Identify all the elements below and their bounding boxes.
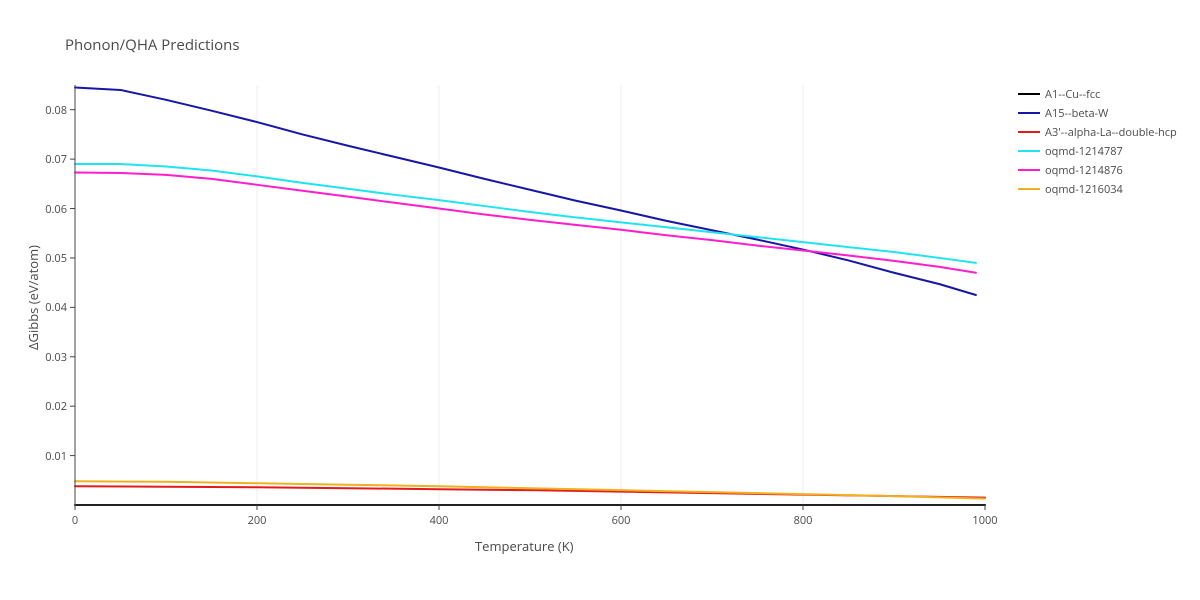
- legend-swatch: [1018, 150, 1040, 152]
- x-axis-label: Temperature (K): [475, 537, 574, 555]
- legend-item[interactable]: A15--beta-W: [1018, 104, 1108, 122]
- legend-label: oqmd-1214876: [1045, 163, 1123, 178]
- legend-label: A15--beta-W: [1045, 106, 1108, 121]
- legend-item[interactable]: oqmd-1216034: [1018, 180, 1123, 198]
- legend-item[interactable]: A1--Cu--fcc: [1018, 85, 1100, 103]
- legend-item[interactable]: A3'--alpha-La--double-hcp: [1018, 123, 1177, 141]
- legend-swatch: [1018, 169, 1040, 171]
- y-tick: 0.07: [45, 152, 67, 167]
- legend-swatch: [1018, 188, 1040, 190]
- series-line: [75, 87, 976, 295]
- y-tick: 0.02: [45, 399, 67, 414]
- legend-label: A1--Cu--fcc: [1045, 87, 1100, 102]
- legend-label: oqmd-1216034: [1045, 182, 1123, 197]
- legend-label: oqmd-1214787: [1045, 144, 1123, 159]
- legend-item[interactable]: oqmd-1214876: [1018, 161, 1123, 179]
- y-tick: 0.04: [45, 300, 67, 315]
- y-tick: 0.05: [45, 251, 67, 266]
- y-tick: 0.08: [45, 103, 67, 118]
- y-axis-label: ΔGibbs (eV/atom): [24, 245, 42, 350]
- x-tick: 0: [60, 513, 90, 528]
- legend-label: A3'--alpha-La--double-hcp: [1045, 125, 1177, 140]
- x-tick: 200: [242, 513, 272, 528]
- legend-item[interactable]: oqmd-1214787: [1018, 142, 1123, 160]
- x-tick: 600: [606, 513, 636, 528]
- legend-swatch: [1018, 93, 1040, 95]
- y-tick: 0.03: [45, 350, 67, 365]
- legend-swatch: [1018, 112, 1040, 114]
- x-tick: 1000: [970, 513, 1000, 528]
- legend-swatch: [1018, 131, 1040, 133]
- y-tick: 0.01: [45, 449, 67, 464]
- x-tick: 400: [424, 513, 454, 528]
- y-tick: 0.06: [45, 202, 67, 217]
- x-tick: 800: [788, 513, 818, 528]
